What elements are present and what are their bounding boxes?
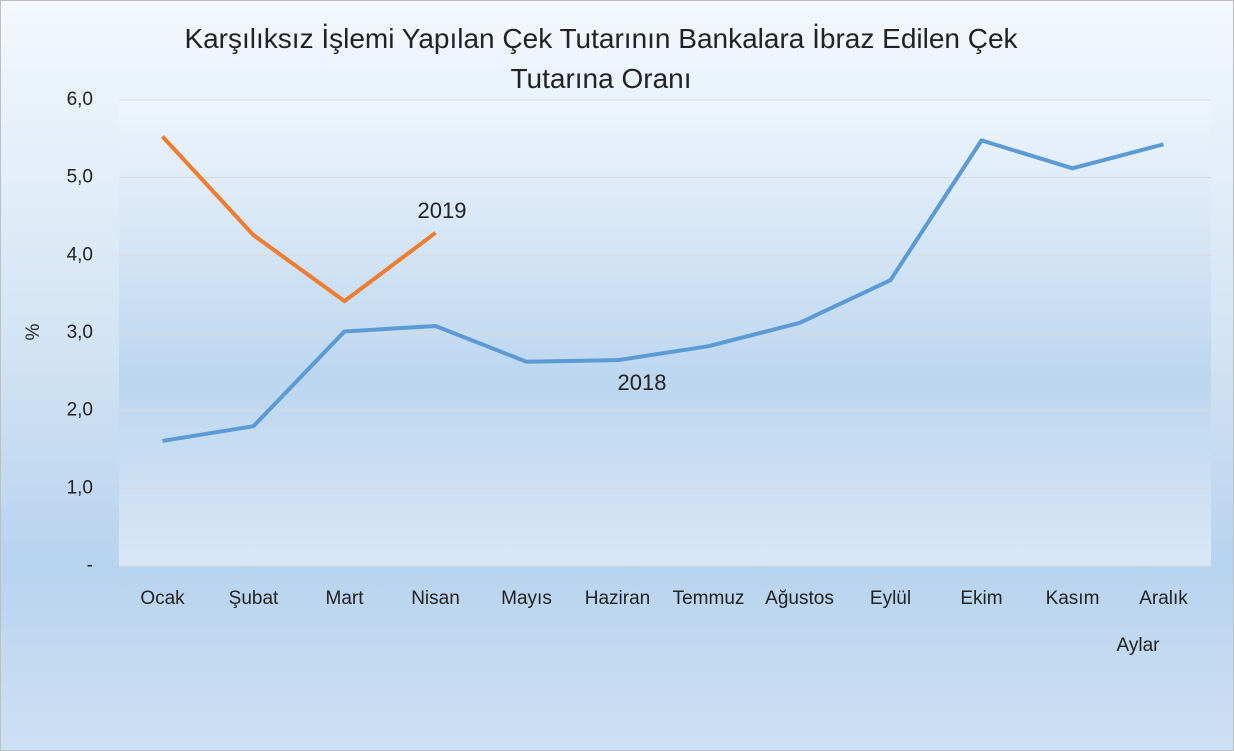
y-axis-label: % — [23, 323, 44, 340]
x-tick-label: Haziran — [585, 588, 650, 609]
y-tick-label: 5,0 — [67, 167, 93, 188]
series-label: 2019 — [418, 198, 467, 223]
x-tick-label: Ekim — [960, 588, 1002, 609]
x-tick-label: Temmuz — [673, 588, 745, 609]
y-tick-label: 4,0 — [67, 244, 93, 265]
y-tick-label: 3,0 — [67, 322, 93, 343]
y-tick-label: 6,0 — [67, 89, 93, 110]
line-series — [161, 135, 437, 304]
x-tick-label: Nisan — [411, 588, 460, 609]
y-tick-label: 1,0 — [67, 477, 93, 498]
x-tick-label: Aralık — [1139, 588, 1188, 609]
x-tick-label: Kasım — [1046, 588, 1100, 609]
x-tick-label: Ağustos — [765, 588, 834, 609]
series-label: 2018 — [618, 370, 667, 395]
y-tick-label: 2,0 — [67, 400, 93, 421]
x-tick-label: Mayıs — [501, 588, 552, 609]
x-tick-label: Mart — [326, 588, 365, 609]
x-tick-label: Şubat — [229, 588, 279, 609]
x-tick-label: Eylül — [870, 588, 911, 609]
x-axis-label: Aylar — [1117, 635, 1161, 656]
y-tick-label: - — [87, 555, 93, 576]
line-series — [162, 138, 1165, 443]
chart-title: Karşılıksız İşlemi Yapılan Çek Tutarının… — [184, 23, 1018, 94]
x-tick-label: Ocak — [140, 588, 185, 609]
